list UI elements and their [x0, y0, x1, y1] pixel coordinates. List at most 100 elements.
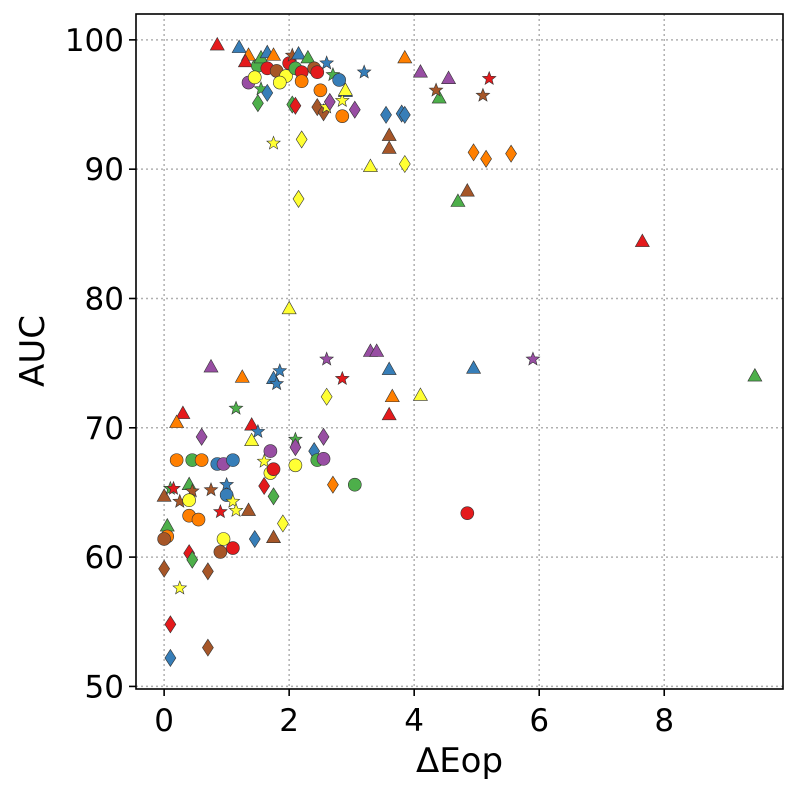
- triangle-marker: [266, 47, 282, 61]
- triangle-marker: [384, 388, 400, 403]
- plot-frame: [135, 13, 784, 690]
- circle-marker: [294, 74, 309, 89]
- circle-marker: [157, 532, 171, 546]
- star-marker: [475, 87, 491, 102]
- y-tick-label: 90: [85, 152, 124, 188]
- star-marker: [428, 82, 444, 97]
- circle-marker: [288, 458, 303, 473]
- markers-layer: [156, 36, 763, 668]
- triangle-marker: [281, 300, 297, 315]
- diamond-marker: [258, 476, 271, 496]
- diamond-marker: [320, 387, 333, 406]
- x-tick-label: 2: [279, 703, 299, 739]
- triangle-marker: [362, 158, 378, 172]
- y-tick-label: 100: [65, 23, 124, 59]
- triangle-marker: [412, 64, 428, 78]
- circle-marker: [272, 75, 287, 90]
- diamond-marker: [327, 475, 339, 494]
- diamond-marker: [292, 189, 305, 208]
- star-marker: [334, 92, 350, 107]
- star-marker: [250, 423, 266, 439]
- triangle-marker: [231, 39, 247, 53]
- triangle-marker: [369, 343, 385, 357]
- diamond-marker: [164, 615, 177, 634]
- diamond-marker: [467, 143, 480, 162]
- triangle-marker: [234, 369, 250, 383]
- circle-marker: [216, 532, 231, 546]
- x-tick-label: 0: [154, 703, 174, 739]
- star-marker: [525, 351, 541, 366]
- star-marker: [203, 482, 219, 497]
- y-axis-title: AUC: [13, 315, 53, 387]
- star-marker: [319, 55, 335, 70]
- circle-marker: [194, 453, 209, 467]
- triangle-marker: [181, 476, 197, 490]
- diamond-marker: [289, 96, 302, 115]
- diamond-marker: [323, 92, 336, 111]
- triangle-marker: [337, 82, 353, 96]
- star-marker: [225, 493, 241, 508]
- triangle-marker: [175, 405, 191, 419]
- diamond-marker: [248, 529, 261, 549]
- circle-marker: [460, 506, 475, 520]
- triangle-marker: [397, 49, 413, 64]
- diamond-marker: [480, 149, 492, 168]
- star-marker: [356, 64, 372, 79]
- star-marker: [269, 375, 285, 391]
- circle-marker: [347, 477, 362, 492]
- triangle-marker: [381, 127, 397, 141]
- diamond-marker: [252, 94, 264, 113]
- diamond-marker: [261, 83, 274, 102]
- diamond-marker: [317, 427, 330, 446]
- triangle-marker: [241, 502, 257, 516]
- grid-layer: [136, 14, 783, 689]
- star-marker: [228, 400, 244, 415]
- circle-marker: [332, 73, 346, 87]
- star-marker: [172, 580, 188, 595]
- diamond-marker: [380, 105, 392, 124]
- triangle-marker: [159, 517, 175, 532]
- triangle-marker: [381, 361, 397, 375]
- circle-marker: [169, 453, 184, 467]
- y-tick-label: 70: [85, 411, 124, 447]
- star-marker: [212, 504, 228, 519]
- diamond-marker: [202, 638, 214, 657]
- circle-marker: [247, 70, 262, 85]
- circle-marker: [191, 512, 206, 527]
- diamond-marker: [158, 559, 170, 578]
- diamond-marker: [164, 648, 177, 668]
- triangle-marker: [300, 49, 316, 64]
- star-marker: [272, 363, 288, 378]
- triangle-marker: [747, 367, 763, 382]
- circle-marker: [310, 65, 325, 79]
- y-tick-label: 50: [85, 669, 124, 705]
- triangle-marker: [459, 183, 475, 197]
- diamond-marker: [186, 550, 199, 569]
- star-marker: [219, 476, 235, 492]
- circle-marker: [182, 493, 196, 508]
- triangle-marker: [266, 529, 282, 544]
- triangle-marker: [441, 70, 457, 84]
- circle-marker: [335, 109, 350, 123]
- triangle-marker: [169, 414, 185, 428]
- star-marker: [256, 453, 272, 468]
- circle-marker: [226, 541, 240, 555]
- star-marker: [266, 135, 281, 150]
- ticks-layer: 0 2 4 6 8 50 60 70 80 90 100: [65, 23, 674, 739]
- circle-marker: [226, 453, 240, 467]
- triangle-marker: [634, 233, 650, 247]
- diamond-marker: [267, 487, 280, 506]
- star-marker: [319, 351, 335, 366]
- triangle-marker: [381, 140, 397, 154]
- diamond-marker: [195, 427, 208, 446]
- circle-marker: [316, 452, 331, 466]
- triangle-marker: [431, 89, 447, 104]
- triangle-marker: [244, 432, 260, 447]
- star-marker: [228, 502, 244, 517]
- triangle-marker: [209, 36, 225, 51]
- diamond-marker: [289, 438, 302, 457]
- star-marker: [166, 480, 181, 495]
- triangle-marker: [450, 193, 466, 207]
- triangle-marker: [156, 488, 172, 502]
